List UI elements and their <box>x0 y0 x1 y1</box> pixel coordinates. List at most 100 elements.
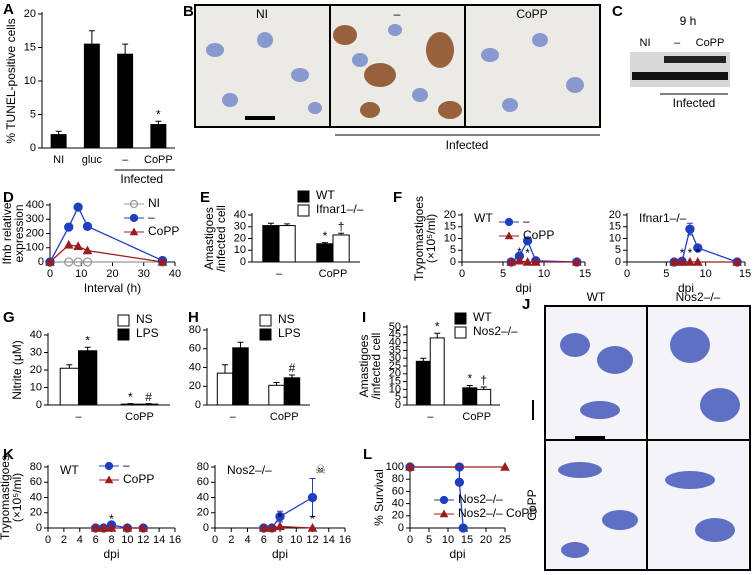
point <box>63 239 74 249</box>
annotation: * <box>680 246 685 260</box>
bar <box>83 43 100 149</box>
error-bar <box>84 346 91 351</box>
y-tick-label: 15 <box>609 221 621 233</box>
y-tick-label: 0 <box>395 399 401 411</box>
x-tick-label: – <box>427 411 434 423</box>
x-tick-label: 0 <box>624 268 630 280</box>
x-tick-label: – <box>276 268 283 280</box>
y-tick-label: 45 <box>389 329 401 341</box>
cells <box>558 327 740 558</box>
panel-letter: L <box>363 446 372 463</box>
y-tick-label: 100 <box>386 461 404 473</box>
annotation: * <box>467 372 472 386</box>
point <box>530 256 541 266</box>
bar <box>332 234 350 263</box>
x-tick-label: – <box>122 154 129 166</box>
scale-bar <box>575 436 605 440</box>
x-axis-label: dpi <box>515 281 531 295</box>
point <box>45 256 55 266</box>
legend-label: CoPP <box>523 228 554 242</box>
x-tick-label: 15 <box>739 268 751 280</box>
y-tick-label: 0 <box>36 399 42 411</box>
legend-label: NI <box>148 196 160 210</box>
lane-label: NI <box>640 37 651 49</box>
x-tick-label: 8 <box>108 534 114 546</box>
legend-label: Nos2–/– <box>458 492 503 506</box>
y-axis-label: Ifnb relative <box>0 202 14 264</box>
point <box>732 256 742 266</box>
x-tick-label: 0 <box>212 534 218 546</box>
legend-swatch <box>297 190 310 203</box>
column-label: Nos2–/– <box>676 290 721 304</box>
bar <box>283 377 301 406</box>
y-tick-label: 20 <box>609 209 621 221</box>
y-tick-label: 15 <box>389 376 401 388</box>
bar <box>232 347 249 406</box>
subtitle: WT <box>474 211 493 225</box>
y-tick-label: 40 <box>197 491 209 503</box>
error-bar <box>122 43 129 55</box>
error-bar <box>420 357 427 362</box>
panel-letter: D <box>3 189 14 206</box>
legend-label: CoPP <box>123 472 154 486</box>
legend-marker <box>439 509 449 518</box>
x-tick-label: CoPP <box>319 268 348 280</box>
y-tick-label: 30 <box>234 221 246 233</box>
point <box>454 477 465 487</box>
y-tick-label: 20 <box>189 380 201 392</box>
y-tick-label: 0 <box>38 256 44 268</box>
y-tick-label: 0 <box>450 256 456 268</box>
y-axis-label: Amastigoes <box>357 335 371 398</box>
legend-label: Ifnar1–/– <box>316 202 364 216</box>
x-tick-label: NI <box>53 154 64 166</box>
y-tick-label: 80 <box>30 461 42 473</box>
y-tick-label: 15 <box>24 41 36 53</box>
point <box>73 241 83 251</box>
x-axis-label: Interval (h) <box>84 281 141 295</box>
nuclei <box>206 24 584 114</box>
subtitle: Nos2–/– <box>227 463 272 477</box>
y-tick-label: 0 <box>398 522 404 534</box>
x-tick-label: 25 <box>499 534 511 546</box>
point <box>82 245 93 255</box>
point <box>677 256 687 266</box>
panel-letter: H <box>188 309 199 326</box>
series-line <box>263 525 313 529</box>
point <box>90 522 101 532</box>
lane-label: CoPP <box>696 37 725 49</box>
subtitle: Ifnar1–/– <box>639 211 687 225</box>
y-tick-label: 5 <box>30 108 36 120</box>
point <box>669 256 680 266</box>
error-bar <box>145 403 152 405</box>
x-tick-label: gluc <box>82 154 103 166</box>
y-tick-label: 0 <box>240 256 246 268</box>
x-axis-label: dpi <box>449 547 465 561</box>
bar <box>316 243 334 263</box>
x-tick-label: 10 <box>700 268 712 280</box>
group-label: Infected <box>673 96 716 110</box>
y-tick-label: 20 <box>444 209 456 221</box>
legend-swatch <box>259 328 272 341</box>
y-axis-label: Trypomastigoes <box>0 455 12 540</box>
x-tick-label: 20 <box>106 268 118 280</box>
x-tick-label: – <box>230 411 237 423</box>
legend-marker <box>129 199 139 209</box>
x-tick-label: 15 <box>579 268 591 280</box>
point <box>571 256 582 266</box>
y-tick-label: 15 <box>444 221 456 233</box>
y-tick-label: 60 <box>197 476 209 488</box>
annotation: † <box>338 219 345 233</box>
x-tick-label: 6 <box>261 534 267 546</box>
panel-letter: E <box>200 189 210 206</box>
point <box>82 257 93 267</box>
panel-letter: A <box>3 1 14 18</box>
point <box>98 522 109 532</box>
legend-label: LPS <box>136 326 159 340</box>
error-bar <box>480 386 487 390</box>
error-bar <box>288 374 295 378</box>
panel-letter: G <box>3 309 15 326</box>
panel-letter: K <box>3 446 14 463</box>
y-tick-label: 50 <box>389 321 401 333</box>
y-tick-label: 25 <box>389 360 401 372</box>
y-tick-label: 60 <box>392 485 404 497</box>
